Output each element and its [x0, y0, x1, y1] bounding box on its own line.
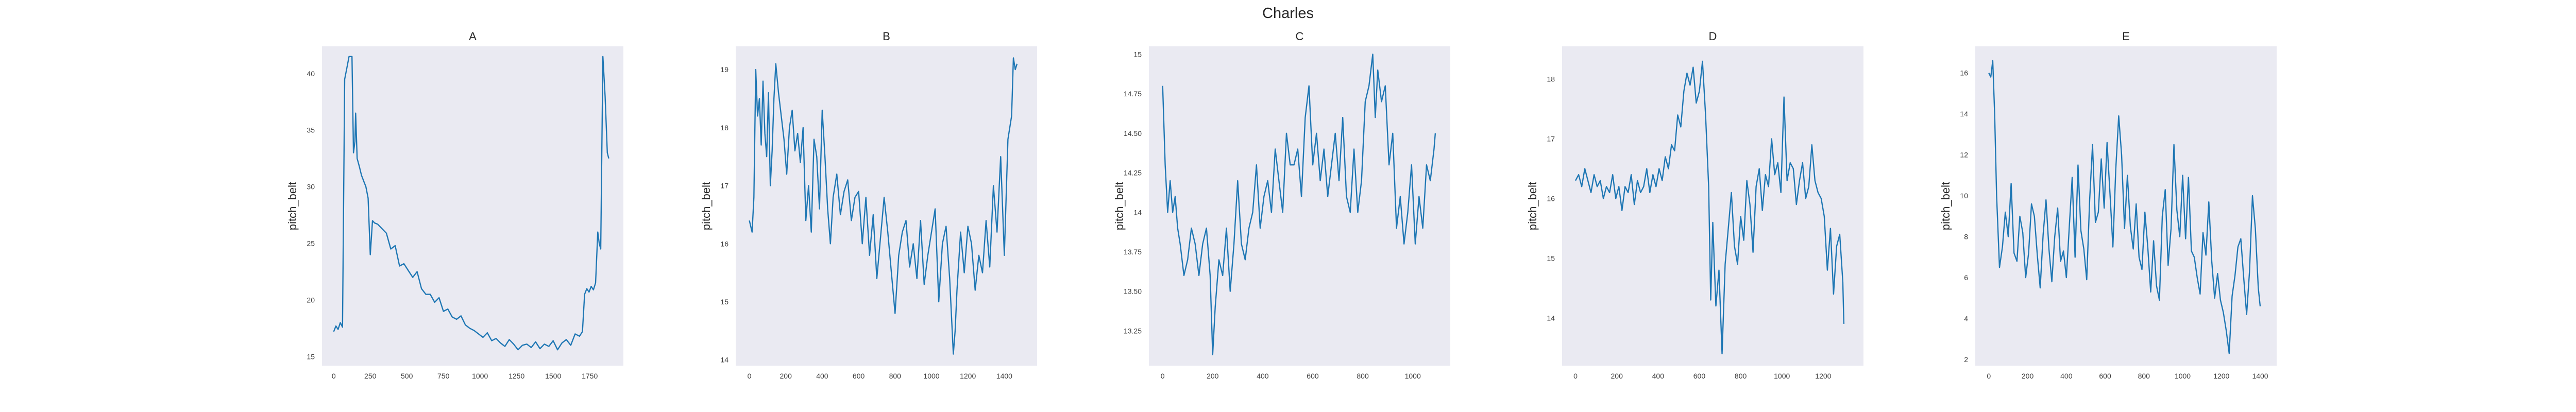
y-tick-label: 16: [1547, 195, 1555, 203]
x-tick-label: 1200: [960, 372, 976, 380]
x-tick-label: 1000: [1405, 372, 1421, 380]
y-tick-label: 30: [307, 183, 315, 191]
plot-area: [736, 46, 1037, 366]
y-tick-label: 15: [720, 298, 728, 306]
x-tick-label: 1250: [509, 372, 524, 380]
y-tick-label: 15: [1133, 50, 1142, 58]
y-tick-label: 16: [720, 239, 728, 248]
x-tick-label: 800: [1735, 372, 1747, 380]
x-tick-label: 1000: [2175, 372, 2191, 380]
y-tick-label: 15: [1547, 254, 1555, 262]
x-tick-label: 600: [1307, 372, 1319, 380]
y-tick-label: 13.75: [1124, 248, 1142, 256]
x-tick-label: 1200: [2213, 372, 2229, 380]
x-tick-label: 500: [401, 372, 413, 380]
y-tick-label: 14.25: [1124, 169, 1142, 177]
panel-title: A: [469, 30, 477, 43]
x-tick-label: 600: [853, 372, 865, 380]
y-tick-label: 14.75: [1124, 90, 1142, 98]
y-tick-label: 18: [720, 124, 728, 132]
x-tick-label: 200: [1207, 372, 1219, 380]
y-tick-label: 14.50: [1124, 129, 1142, 138]
x-tick-label: 400: [816, 372, 828, 380]
x-tick-label: 1750: [582, 372, 598, 380]
panel-title: C: [1296, 30, 1304, 43]
plot-area: [1149, 46, 1450, 366]
panel-c: 0 200 400 600 800 1000 13.25 13.50 13.75 14 14.25 1…: [1113, 30, 1450, 380]
x-tick-label: 1000: [923, 372, 939, 380]
x-tick-label: 1400: [2252, 372, 2268, 380]
y-tick-label: 16: [1960, 69, 1968, 77]
x-tick-label: 400: [1652, 372, 1665, 380]
panel-e: 0 200 400 600 800 1000 1200 1400 2 4 6 8 10 12 14 16 Epi…: [1939, 30, 2277, 380]
x-tick-label: 1200: [1815, 372, 1831, 380]
x-tick-label: 400: [2060, 372, 2073, 380]
x-tick-label: 0: [748, 372, 752, 380]
series-line: [1988, 60, 2261, 354]
y-axis-label: pitch_belt: [286, 182, 299, 230]
x-tick-label: 600: [1693, 372, 1706, 380]
y-tick-label: 20: [307, 296, 315, 304]
x-tick-label: 1500: [545, 372, 561, 380]
x-tick-label: 800: [889, 372, 902, 380]
y-tick-label: 10: [1960, 192, 1968, 200]
x-tick-label: 0: [1987, 372, 1991, 380]
y-tick-label: 15: [307, 352, 315, 360]
panel-title: D: [1709, 30, 1717, 43]
x-tick-label: 1000: [1774, 372, 1790, 380]
x-tick-label: 0: [1161, 372, 1165, 380]
y-tick-label: 6: [1964, 273, 1968, 282]
x-tick-label: 400: [1257, 372, 1269, 380]
y-tick-label: 14: [1547, 314, 1555, 322]
y-tick-label: 35: [307, 126, 315, 134]
y-tick-label: 13.25: [1124, 327, 1142, 335]
x-tick-label: 800: [1357, 372, 1369, 380]
panel-b: 0 200 400 600 800 1000 1200 1400 14 15 16 17 18 19 Bpi…: [700, 30, 1037, 380]
y-tick-label: 14: [1133, 208, 1142, 216]
y-tick-label: 40: [307, 70, 315, 78]
x-tick-label: 0: [332, 372, 336, 380]
x-tick-label: 250: [364, 372, 377, 380]
y-tick-label: 25: [307, 239, 315, 248]
panel-title: E: [2122, 30, 2130, 43]
series-line: [1574, 60, 1845, 354]
x-tick-label: 750: [437, 372, 450, 380]
plot-area: [1562, 46, 1863, 366]
panel-a: 0 250 500 750 1000 1250 1500 1750 15 20 25 30 35 40 Ap…: [286, 30, 623, 380]
series-line: [1162, 54, 1436, 355]
y-tick-label: 19: [720, 65, 728, 74]
plot-area: [322, 46, 623, 366]
panel-title: B: [883, 30, 890, 43]
x-tick-label: 200: [2022, 372, 2034, 380]
y-tick-label: 4: [1964, 315, 1968, 323]
y-tick-label: 17: [1547, 135, 1555, 143]
x-tick-label: 600: [2099, 372, 2111, 380]
y-tick-label: 2: [1964, 355, 1968, 364]
x-tick-label: 200: [780, 372, 792, 380]
y-axis-label: pitch_belt: [1113, 182, 1126, 230]
y-tick-label: 14: [720, 356, 728, 364]
panel-d: 0 200 400 600 800 1000 1200 14 15 16 17 18 Dpitch_be…: [1526, 30, 1863, 380]
y-axis-label: pitch_belt: [1526, 182, 1539, 230]
x-tick-label: 200: [1611, 372, 1623, 380]
figure-title: Charles: [1262, 5, 1314, 22]
y-tick-label: 8: [1964, 233, 1968, 241]
y-tick-label: 17: [720, 182, 728, 190]
x-tick-label: 800: [2138, 372, 2150, 380]
y-axis-label: pitch_belt: [700, 182, 713, 230]
series-line: [749, 57, 1018, 355]
x-tick-label: 1000: [472, 372, 488, 380]
y-tick-label: 12: [1960, 151, 1968, 159]
y-axis-label: pitch_belt: [1939, 182, 1952, 230]
x-tick-label: 0: [1573, 372, 1578, 380]
series-line: [333, 56, 609, 351]
x-tick-label: 1400: [996, 372, 1012, 380]
y-tick-label: 13.50: [1124, 287, 1142, 296]
y-tick-label: 18: [1547, 75, 1555, 83]
y-tick-label: 14: [1960, 110, 1968, 118]
